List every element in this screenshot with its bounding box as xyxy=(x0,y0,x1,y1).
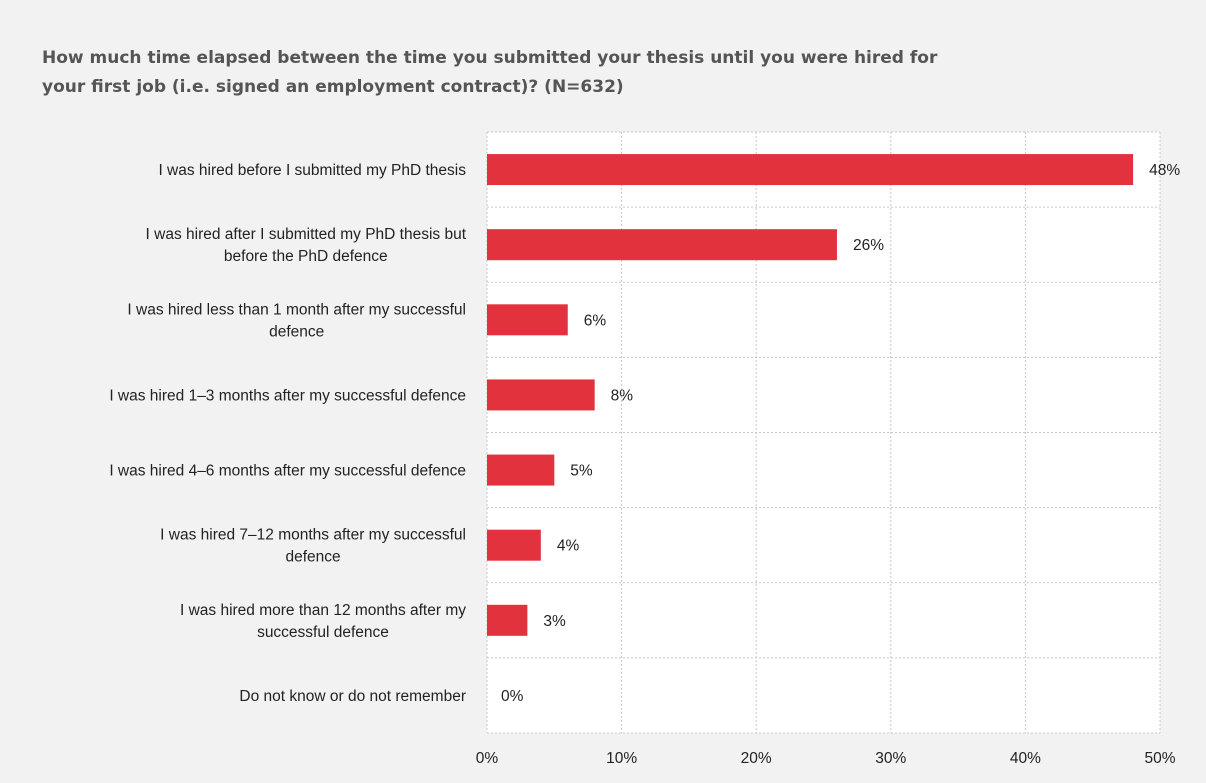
x-tick-label: 10% xyxy=(606,750,637,767)
bar xyxy=(487,529,541,561)
data-label: 8% xyxy=(611,387,634,404)
category-label: I was hired after I submitted my PhD the… xyxy=(146,226,467,265)
bar xyxy=(487,379,595,411)
bar xyxy=(487,454,555,486)
x-tick-label: 40% xyxy=(1010,750,1041,767)
bar xyxy=(487,304,568,336)
x-tick-label: 50% xyxy=(1144,750,1175,767)
category-label: Do not know or do not remember xyxy=(239,688,466,705)
x-tick-label: 20% xyxy=(741,750,772,767)
category-label: I was hired less than 1 month after my s… xyxy=(127,301,466,340)
category-label: I was hired 1–3 months after my successf… xyxy=(109,387,466,404)
data-label: 5% xyxy=(570,463,593,480)
data-label: 0% xyxy=(501,688,524,705)
data-label: 48% xyxy=(1149,162,1180,179)
chart-title: How much time elapsed between the time y… xyxy=(42,48,938,97)
x-tick-label: 0% xyxy=(476,750,499,767)
x-tick-label: 30% xyxy=(875,750,906,767)
data-label: 6% xyxy=(584,312,607,329)
category-label: I was hired 4–6 months after my successf… xyxy=(109,463,466,480)
category-label: I was hired before I submitted my PhD th… xyxy=(158,162,466,179)
category-label: I was hired 7–12 months after my success… xyxy=(160,527,466,566)
category-label: I was hired more than 12 months after my… xyxy=(180,602,466,641)
bar xyxy=(487,604,528,636)
data-label: 3% xyxy=(543,613,566,630)
data-label: 4% xyxy=(557,538,580,555)
bar xyxy=(487,229,837,261)
bar xyxy=(487,154,1134,186)
data-label: 26% xyxy=(853,237,884,254)
